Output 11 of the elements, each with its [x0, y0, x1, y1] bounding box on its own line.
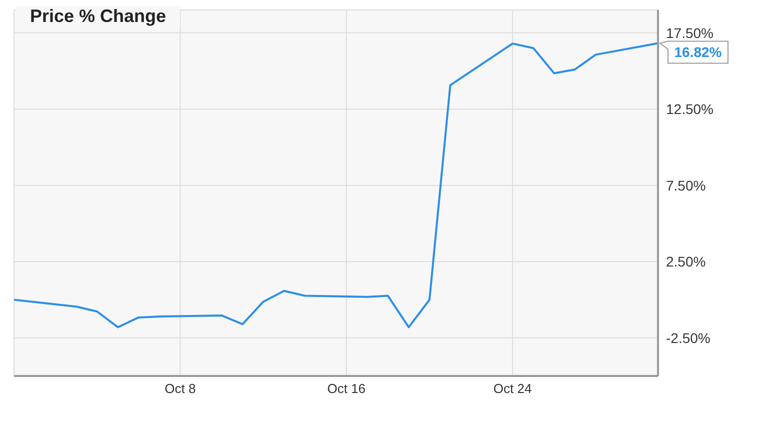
x-tick-label: Oct 24	[493, 381, 532, 396]
chart-title: Price % Change	[16, 6, 180, 27]
x-tick-label: Oct 8	[164, 381, 196, 396]
y-tick-label: 17.50%	[666, 24, 714, 41]
y-tick-label: 12.50%	[666, 101, 714, 118]
data-label: 16.82%	[674, 44, 722, 60]
y-tick-label: 2.50%	[666, 254, 706, 270]
x-tick-label: Oct 16	[327, 381, 366, 396]
line-series	[14, 42, 658, 328]
y-tick-label: -2.50%	[666, 330, 710, 346]
y-tick-label: 7.50%	[666, 177, 706, 194]
